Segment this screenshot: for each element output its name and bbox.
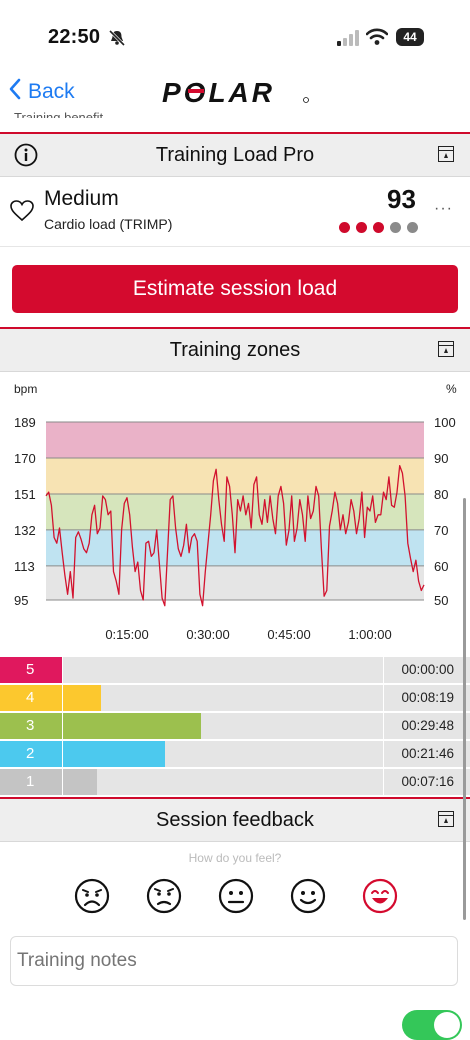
back-button[interactable]: Back: [8, 78, 75, 106]
load-dot: [356, 222, 367, 233]
load-dots: [339, 222, 418, 233]
y-axis-label: bpm: [14, 382, 37, 396]
zone-band: [46, 422, 424, 458]
zone-bar-fill: [63, 741, 166, 767]
training-load-header: Training Load Pro: [0, 132, 470, 177]
info-icon[interactable]: [14, 143, 38, 173]
zone-bar-fill: [63, 769, 97, 795]
zone-bar-track: [63, 657, 383, 683]
scrollbar[interactable]: [463, 498, 466, 920]
zone-row: 4 00:08:19: [0, 685, 470, 711]
y-tick-label: 132: [14, 523, 36, 538]
very-sad-face-icon[interactable]: [74, 878, 110, 919]
zone-number: 4: [0, 685, 62, 711]
share-icon[interactable]: [438, 146, 454, 162]
zone-time: 00:08:19: [384, 685, 470, 711]
zone-time: 00:21:46: [384, 741, 470, 767]
y-tick-label: 113: [14, 559, 35, 574]
heart-rate-chart: 189 170 151 132 113 95 100 90 80 70 60 50 bpm % 0:15:0…: [14, 382, 457, 642]
section-title: Training Load Pro: [155, 143, 315, 166]
heart-rate-line: [45, 464, 425, 607]
chevron-left-icon: [8, 78, 22, 106]
share-icon[interactable]: [438, 341, 454, 357]
y2-tick-label: 100: [434, 415, 456, 430]
neutral-face-icon[interactable]: [218, 878, 254, 919]
load-dot: [390, 222, 401, 233]
section-title: Session feedback: [156, 808, 314, 831]
more-options-icon[interactable]: ···: [434, 200, 453, 217]
section-title: Training zones: [169, 338, 301, 361]
x-tick-label: 1:00:00: [348, 627, 391, 642]
sad-face-icon[interactable]: [146, 878, 182, 919]
y-tick-label: 170: [14, 451, 36, 466]
load-value: 93: [387, 184, 416, 214]
polar-logo: POLAR: [162, 77, 310, 113]
training-load-row: [0, 180, 470, 247]
y2-axis-label: %: [446, 382, 457, 396]
very-happy-face-icon[interactable]: [362, 878, 398, 919]
y2-tick-label: 60: [434, 559, 448, 574]
load-dot: [339, 222, 350, 233]
zone-number: 5: [0, 657, 62, 683]
zone-time: 00:00:00: [384, 657, 470, 683]
zone-bar-fill: [63, 713, 201, 739]
svg-text:POLAR: POLAR: [162, 78, 275, 108]
session-feedback-header: Session feedback: [0, 797, 470, 842]
zone-bar-track: [63, 769, 383, 795]
back-label: Back: [28, 80, 75, 103]
zone-row: 3 00:29:48: [0, 713, 470, 739]
status-time: 22:50: [48, 26, 101, 48]
zone-number: 2: [0, 741, 62, 767]
x-tick-label: 0:45:00: [267, 627, 310, 642]
zone-bar-track: [63, 741, 383, 767]
zone-time: 00:29:48: [384, 713, 470, 739]
zone-time: 00:07:16: [384, 769, 470, 795]
zone-band: [46, 457, 424, 494]
cellular-signal-icon: [337, 30, 359, 51]
zone-row: 1 00:07:16: [0, 769, 470, 795]
y-tick-label: 151: [14, 487, 36, 502]
load-level: Medium: [44, 187, 119, 210]
zone-number: 1: [0, 769, 62, 795]
x-tick-label: 0:30:00: [186, 627, 229, 642]
y2-tick-label: 80: [434, 487, 448, 502]
happy-face-icon[interactable]: [290, 878, 326, 919]
y-tick-label: 189: [14, 415, 36, 430]
x-tick-label: 0:15:00: [105, 627, 148, 642]
bell-slash-icon: [108, 29, 126, 51]
estimate-session-load-button[interactable]: Estimate session load: [12, 265, 458, 313]
zone-bar-track: [63, 685, 383, 711]
toggle-switch[interactable]: [402, 1010, 462, 1040]
load-dot: [407, 222, 418, 233]
heart-icon: [10, 200, 34, 227]
y-tick-label: 95: [14, 593, 28, 608]
load-label: Cardio load (TRIMP): [44, 216, 173, 232]
zone-row: 2 00:21:46: [0, 741, 470, 767]
wifi-icon: [365, 28, 389, 51]
zone-number: 3: [0, 713, 62, 739]
load-dot: [373, 222, 384, 233]
y2-tick-label: 70: [434, 523, 448, 538]
feeling-prompt: How do you feel?: [188, 851, 282, 865]
training-zones-header: Training zones: [0, 327, 470, 372]
zone-bar-fill: [63, 685, 102, 711]
feeling-selector: [74, 878, 398, 919]
zone-band: [46, 565, 424, 600]
zone-bar-track: [63, 713, 383, 739]
y2-tick-label: 90: [434, 451, 448, 466]
share-icon[interactable]: [438, 811, 454, 827]
partial-section-label: Training benefit: [14, 110, 104, 118]
y2-tick-label: 50: [434, 593, 448, 608]
zone-row: 5 00:00:00: [0, 657, 470, 683]
battery-indicator: 44: [396, 28, 424, 46]
training-notes-input[interactable]: [10, 936, 458, 986]
